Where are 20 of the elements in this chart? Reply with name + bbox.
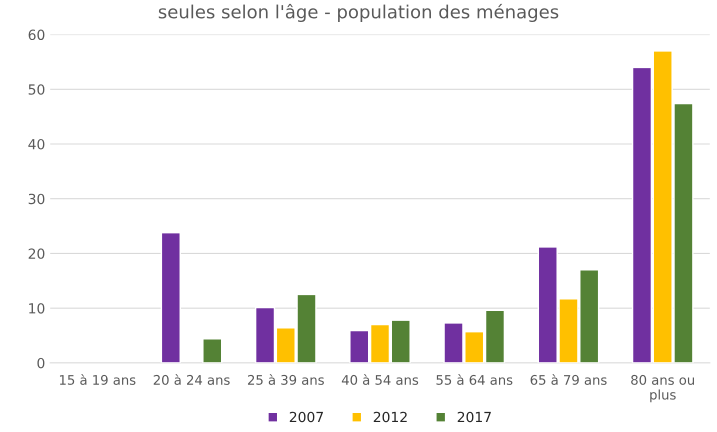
x-tick-label: 55 à 64 ans [436, 374, 512, 385]
legend-label: 2017 [458, 412, 491, 422]
y-tick-label: 60 [28, 30, 44, 40]
x-tick-label: 25 à 39 ans [248, 374, 324, 385]
y-tick-label: 40 [28, 138, 44, 150]
y-tick-label: 30 [28, 194, 44, 204]
x-tick-label: 65 à 79 ans [530, 374, 607, 385]
legend-label: 2007 [290, 412, 323, 422]
y-tick-label: 0 [37, 358, 44, 368]
x-tick-label: 15 à 19 ans [60, 374, 136, 385]
bar [160, 232, 181, 363]
y-tick-label: 50 [28, 84, 44, 95]
y-tick-label: 10 [29, 303, 44, 314]
y-tick-label: 20 [28, 248, 44, 259]
x-tick-label: 20 à 24 ans [154, 374, 230, 385]
legend-label: 2012 [374, 412, 407, 422]
x-tick-label: 40 à 54 ans [342, 374, 418, 385]
bar [202, 338, 222, 363]
x-tick-label: 80 ans ou plus [631, 374, 694, 402]
chart-title: seules selon l'âge - population des ménages [158, 4, 558, 22]
